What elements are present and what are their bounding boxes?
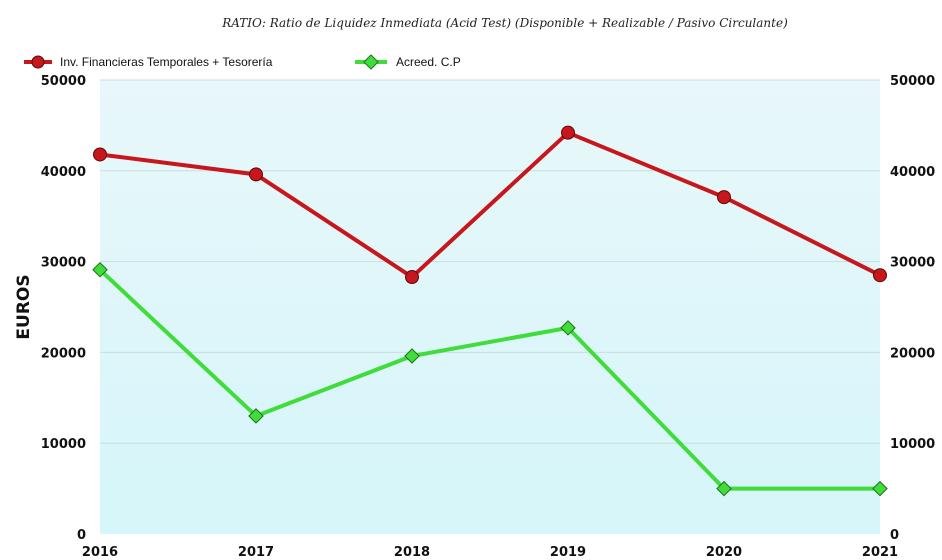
y-tick-label-right: 50000 bbox=[890, 74, 935, 89]
y-tick-label-right: 10000 bbox=[890, 437, 935, 452]
y-tick-label-right: 20000 bbox=[890, 346, 935, 361]
x-tick-label: 2016 bbox=[82, 545, 118, 560]
data-point bbox=[716, 480, 732, 497]
y-tick-label-right: 0 bbox=[890, 528, 899, 543]
legend-marker-inv-financieras bbox=[31, 55, 45, 69]
data-point bbox=[873, 268, 887, 283]
y-tick-label-right: 40000 bbox=[890, 165, 935, 180]
series-acreed bbox=[92, 261, 888, 497]
y-tick-label-left: 20000 bbox=[41, 346, 86, 361]
x-tick-label: 2018 bbox=[394, 545, 430, 560]
data-point bbox=[93, 147, 107, 162]
chart-title: RATIO: Ratio de Liquidez Inmediata (Acid… bbox=[221, 16, 788, 30]
plot-area bbox=[100, 80, 880, 534]
legend-item-inv-financieras: Inv. Financieras Temporales + Tesorería bbox=[24, 55, 273, 69]
data-point bbox=[872, 480, 888, 497]
x-tick-label: 2019 bbox=[550, 545, 586, 560]
legend-item-acreed: Acreed. C.P bbox=[355, 54, 461, 70]
data-point bbox=[717, 190, 731, 205]
data-point bbox=[561, 125, 575, 140]
legend-marker-acreed bbox=[363, 54, 379, 70]
data-point bbox=[404, 348, 420, 364]
data-point bbox=[249, 167, 263, 182]
y-axis-label: EUROS bbox=[14, 274, 34, 339]
y-tick-label-left: 40000 bbox=[41, 165, 86, 180]
series-line bbox=[99, 130, 881, 280]
y-axis-right-ticks: 0 10000 20000 30000 40000 50000 bbox=[890, 74, 935, 543]
series-inv-financieras bbox=[93, 125, 887, 285]
y-tick-label-left: 30000 bbox=[41, 256, 86, 271]
y-axis-left-ticks: 0 10000 20000 30000 40000 50000 bbox=[41, 74, 86, 543]
y-tick-label-left: 50000 bbox=[41, 74, 86, 89]
data-point bbox=[248, 408, 264, 424]
x-tick-label: 2021 bbox=[862, 545, 898, 560]
x-tick-label: 2017 bbox=[238, 545, 274, 560]
data-point bbox=[92, 261, 108, 278]
series-layer bbox=[92, 125, 888, 497]
y-tick-label-right: 30000 bbox=[890, 256, 935, 271]
x-axis-ticks: 2016 2017 2018 2019 2020 2021 bbox=[82, 545, 898, 560]
legend: Inv. Financieras Temporales + Tesorería … bbox=[24, 54, 461, 70]
data-point bbox=[560, 320, 576, 336]
legend-label-inv-financieras: Inv. Financieras Temporales + Tesorería bbox=[60, 55, 273, 69]
series-line bbox=[98, 268, 880, 491]
data-point bbox=[405, 270, 419, 285]
x-tick-label: 2020 bbox=[706, 545, 742, 560]
y-tick-label-left: 10000 bbox=[41, 437, 86, 452]
y-tick-label-left: 0 bbox=[77, 528, 86, 543]
legend-label-acreed: Acreed. C.P bbox=[396, 55, 461, 69]
